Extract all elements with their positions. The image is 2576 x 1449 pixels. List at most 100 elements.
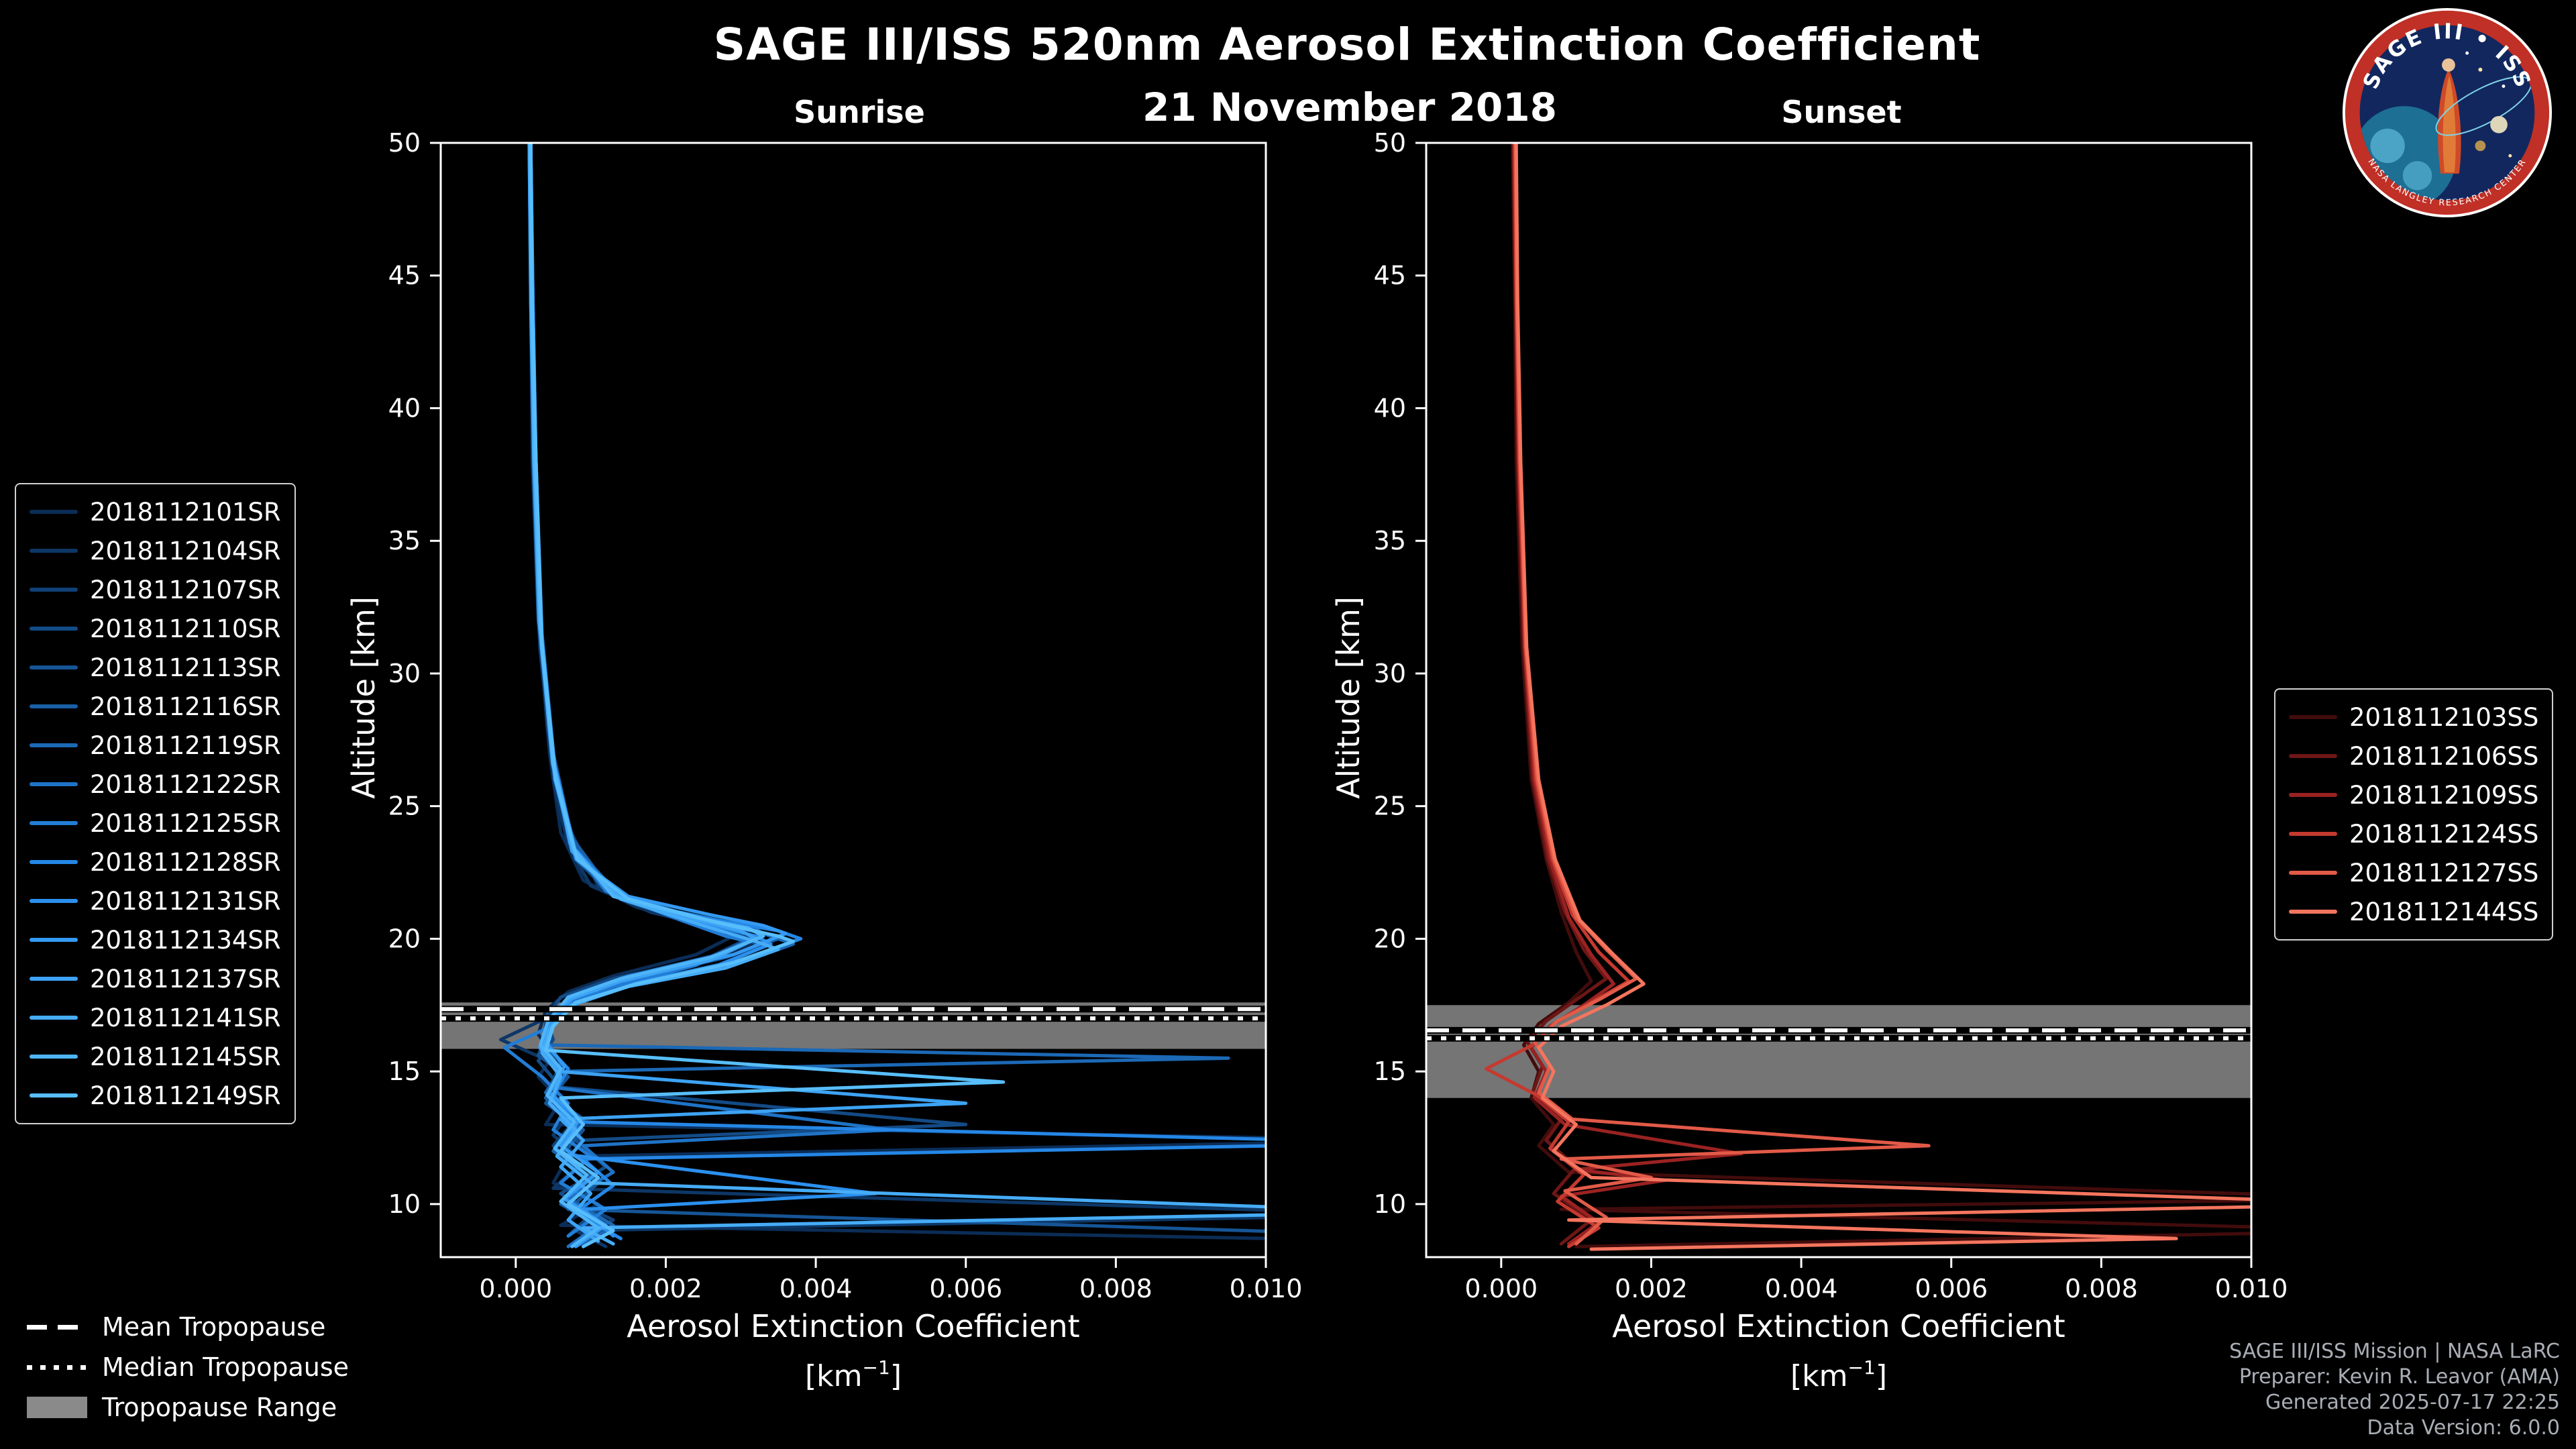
x-tick-label: 0.006 bbox=[929, 1274, 1002, 1303]
legend-line-sample bbox=[2289, 871, 2337, 875]
y-tick-label: 25 bbox=[388, 792, 421, 821]
y-tick-label: 50 bbox=[1374, 128, 1406, 158]
page-title: SAGE III/ISS 520nm Aerosol Extinction Co… bbox=[713, 19, 1981, 70]
legend-label: 2018112149SR bbox=[90, 1081, 281, 1110]
unit-sup: −1 bbox=[1847, 1356, 1876, 1379]
tropopause-legend-label: Tropopause Range bbox=[102, 1393, 337, 1422]
profile-line-2018112122SR bbox=[529, 143, 893, 1248]
profile-line-2018112128SR bbox=[529, 143, 1266, 1240]
y-tick-label: 45 bbox=[1374, 261, 1406, 290]
x-tick-label: 0.010 bbox=[1230, 1274, 1303, 1303]
tropopause-legend-item-range: Tropopause Range bbox=[27, 1387, 349, 1428]
profile-line-2018112101SR bbox=[527, 143, 1266, 1240]
legend-label: 2018112144SS bbox=[2349, 897, 2539, 926]
legend-item: 2018112144SS bbox=[2289, 892, 2538, 931]
footer-line: Generated 2025-07-17 22:25 bbox=[2265, 1391, 2560, 1414]
legend-item: 2018112110SR bbox=[30, 609, 281, 648]
legend-item: 2018112137SR bbox=[30, 959, 281, 998]
profile-line-2018112104SR bbox=[499, 143, 1266, 1248]
profile-line-2018112149SR bbox=[529, 143, 1006, 1248]
legend-item: 2018112107SR bbox=[30, 570, 281, 609]
legend-label: 2018112124SS bbox=[2349, 819, 2539, 849]
unit-pre: [km bbox=[805, 1359, 863, 1393]
y-tick-label: 35 bbox=[388, 526, 421, 555]
sunset-legend: 2018112103SS 2018112106SS 2018112109SS 2018… bbox=[2274, 688, 2554, 941]
x-tick-label: 0.008 bbox=[2065, 1274, 2138, 1303]
y-tick-label: 20 bbox=[1374, 924, 1406, 953]
dashed-line-sample bbox=[27, 1324, 87, 1330]
legend-item: 2018112101SR bbox=[30, 492, 281, 531]
y-tick-label: 15 bbox=[1374, 1057, 1406, 1086]
unit-pre: [km bbox=[1790, 1359, 1848, 1393]
legend-line-sample bbox=[30, 977, 78, 981]
y-axis-label-sunrise: Altitude [km] bbox=[345, 596, 382, 799]
profile-line-2018112113SR bbox=[527, 143, 1266, 1233]
legend-line-sample bbox=[2289, 754, 2337, 758]
legend-item: 2018112124SS bbox=[2289, 814, 2538, 853]
legend-line-sample bbox=[2289, 832, 2337, 836]
legend-label: 2018112145SR bbox=[90, 1042, 281, 1071]
legend-item: 2018112106SS bbox=[2289, 737, 2538, 775]
legend-label: 2018112116SR bbox=[90, 692, 281, 721]
y-tick-label: 20 bbox=[388, 924, 421, 953]
legend-label: 2018112103SS bbox=[2349, 702, 2539, 732]
legend-item: 2018112113SR bbox=[30, 648, 281, 687]
x-tick-label: 0.004 bbox=[780, 1274, 853, 1303]
legend-label: 2018112113SR bbox=[90, 653, 281, 682]
plot-frame bbox=[1425, 142, 2253, 1258]
legend-line-sample bbox=[2289, 715, 2337, 719]
legend-label: 2018112141SR bbox=[90, 1003, 281, 1032]
tropopause-legend: Mean Tropopause Median Tropopause Tropop… bbox=[27, 1307, 349, 1428]
panel-title-sunset: Sunset bbox=[1781, 94, 1902, 130]
unit-sup: −1 bbox=[862, 1356, 890, 1379]
x-tick-label: 0.006 bbox=[1915, 1274, 1988, 1303]
moon-graphic bbox=[2490, 115, 2508, 133]
sage-figure-head bbox=[2442, 58, 2455, 72]
star bbox=[2465, 51, 2469, 55]
legend-label: 2018112101SR bbox=[90, 497, 281, 527]
legend-line-sample bbox=[30, 1093, 78, 1097]
y-tick-label: 15 bbox=[388, 1057, 421, 1086]
y-axis-label-sunset: Altitude [km] bbox=[1330, 596, 1366, 799]
legend-item: 2018112131SR bbox=[30, 881, 281, 920]
legend-item: 2018112145SR bbox=[30, 1037, 281, 1076]
tropopause-legend-label: Median Tropopause bbox=[102, 1352, 349, 1382]
footer-line: SAGE III/ISS Mission | NASA LaRC bbox=[2229, 1340, 2560, 1363]
panel-title-sunrise: Sunrise bbox=[794, 94, 925, 130]
legend-item: 2018112128SR bbox=[30, 843, 281, 881]
legend-line-sample bbox=[30, 782, 78, 786]
sunrise-legend: 2018112101SR 2018112104SR 2018112107SR 2018… bbox=[15, 483, 296, 1124]
legend-line-sample bbox=[30, 938, 78, 942]
x-tick-label: 0.000 bbox=[1464, 1274, 1538, 1303]
profile-line-2018112144SS bbox=[1514, 143, 2251, 1251]
plot-frame bbox=[439, 142, 1267, 1258]
sage-figure-highlight bbox=[2443, 75, 2456, 172]
y-tick-label: 50 bbox=[388, 128, 421, 158]
legend-item: 2018112125SR bbox=[30, 804, 281, 843]
mission-patch-logo: SAGE III • ISS NASA LANGLEY RESEARCH CEN… bbox=[2342, 7, 2553, 218]
earth-cloud bbox=[2370, 128, 2405, 164]
legend-line-sample bbox=[30, 860, 78, 864]
legend-line-sample bbox=[30, 510, 78, 514]
tropopause-legend-item-median: Median Tropopause bbox=[27, 1347, 349, 1387]
x-axis-unit-sunrise: [km−1] bbox=[805, 1356, 902, 1393]
sunrise-plot: 10 15 20 25 30 35 40 45 50 0.000 0.002 0.004 0.006 0.… bbox=[388, 128, 1303, 1303]
dotted-line-sample bbox=[27, 1364, 87, 1370]
legend-line-sample bbox=[30, 821, 78, 825]
legend-item: 2018112134SR bbox=[30, 920, 281, 959]
y-tick-label: 25 bbox=[1374, 792, 1406, 821]
legend-label: 2018112106SS bbox=[2349, 741, 2539, 771]
x-tick-label: 0.004 bbox=[1765, 1274, 1838, 1303]
legend-label: 2018112107SR bbox=[90, 575, 281, 604]
legend-label: 2018112134SR bbox=[90, 925, 281, 955]
planet-graphic bbox=[2475, 140, 2486, 152]
legend-line-sample bbox=[2289, 793, 2337, 797]
profile-line-2018112119SR bbox=[528, 143, 1230, 1248]
legend-line-sample bbox=[30, 665, 78, 669]
legend-line-sample bbox=[30, 549, 78, 553]
legend-line-sample bbox=[30, 1016, 78, 1020]
y-tick-label: 10 bbox=[388, 1189, 421, 1219]
star bbox=[2502, 85, 2506, 88]
earth-cloud bbox=[2402, 161, 2432, 191]
x-tick-label: 0.008 bbox=[1079, 1274, 1152, 1303]
